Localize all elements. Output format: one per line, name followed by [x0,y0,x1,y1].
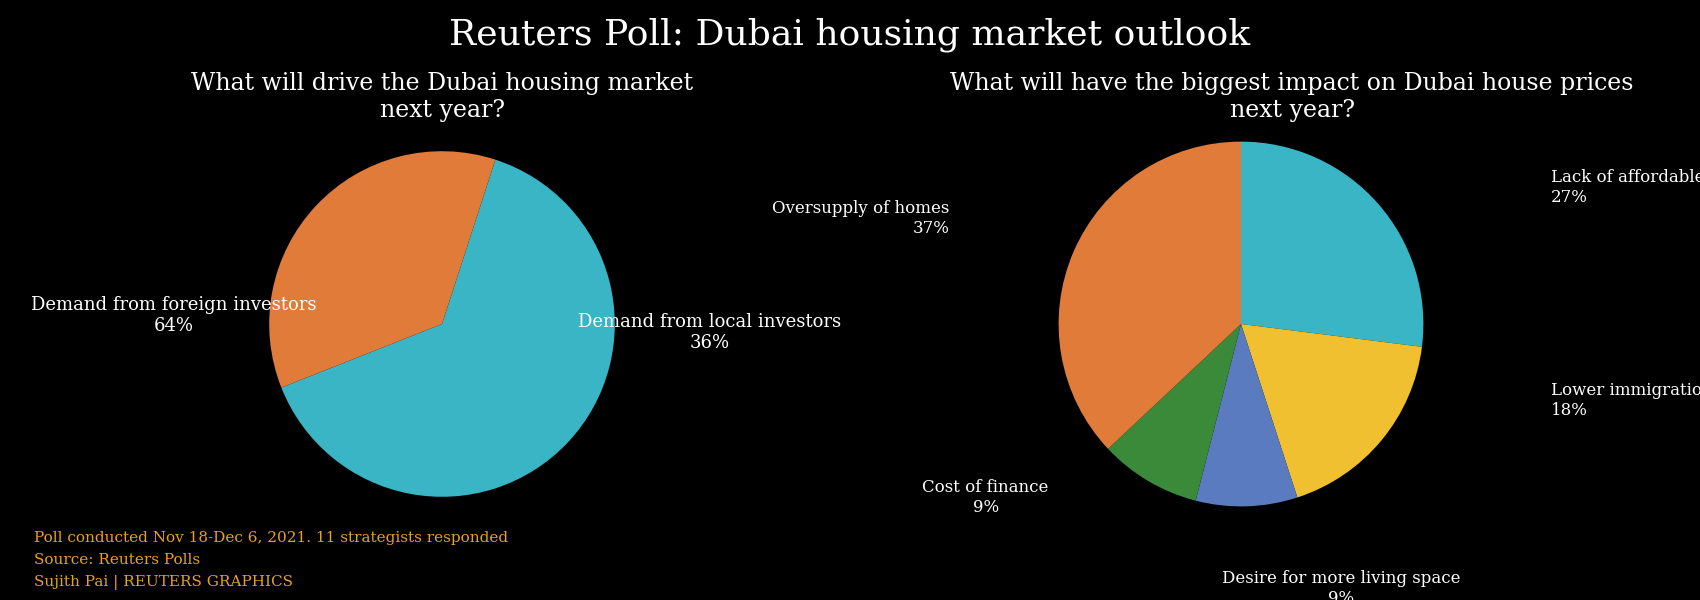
Wedge shape [1195,324,1297,506]
Text: Cost of finance
9%: Cost of finance 9% [923,479,1049,515]
Text: Demand from foreign investors
64%: Demand from foreign investors 64% [31,296,316,335]
Text: Lack of affordable homes
27%: Lack of affordable homes 27% [1550,169,1700,205]
Wedge shape [280,160,615,497]
Wedge shape [1241,142,1423,347]
Text: Source: Reuters Polls: Source: Reuters Polls [34,553,201,567]
Wedge shape [1108,324,1241,500]
Text: Sujith Pai | REUTERS GRAPHICS: Sujith Pai | REUTERS GRAPHICS [34,575,292,590]
Text: Oversupply of homes
37%: Oversupply of homes 37% [772,200,949,236]
Wedge shape [269,151,495,388]
Text: What will drive the Dubai housing market
next year?: What will drive the Dubai housing market… [190,72,694,122]
Wedge shape [1241,324,1421,497]
Text: Poll conducted Nov 18-Dec 6, 2021. 11 strategists responded: Poll conducted Nov 18-Dec 6, 2021. 11 st… [34,531,508,545]
Text: Lower immigration
18%: Lower immigration 18% [1550,382,1700,419]
Text: What will have the biggest impact on Dubai house prices
next year?: What will have the biggest impact on Dub… [950,72,1634,122]
Text: Reuters Poll: Dubai housing market outlook: Reuters Poll: Dubai housing market outlo… [449,18,1251,52]
Wedge shape [1059,142,1241,449]
Text: Demand from local investors
36%: Demand from local investors 36% [578,313,842,352]
Text: Desire for more living space
9%: Desire for more living space 9% [1222,570,1460,600]
